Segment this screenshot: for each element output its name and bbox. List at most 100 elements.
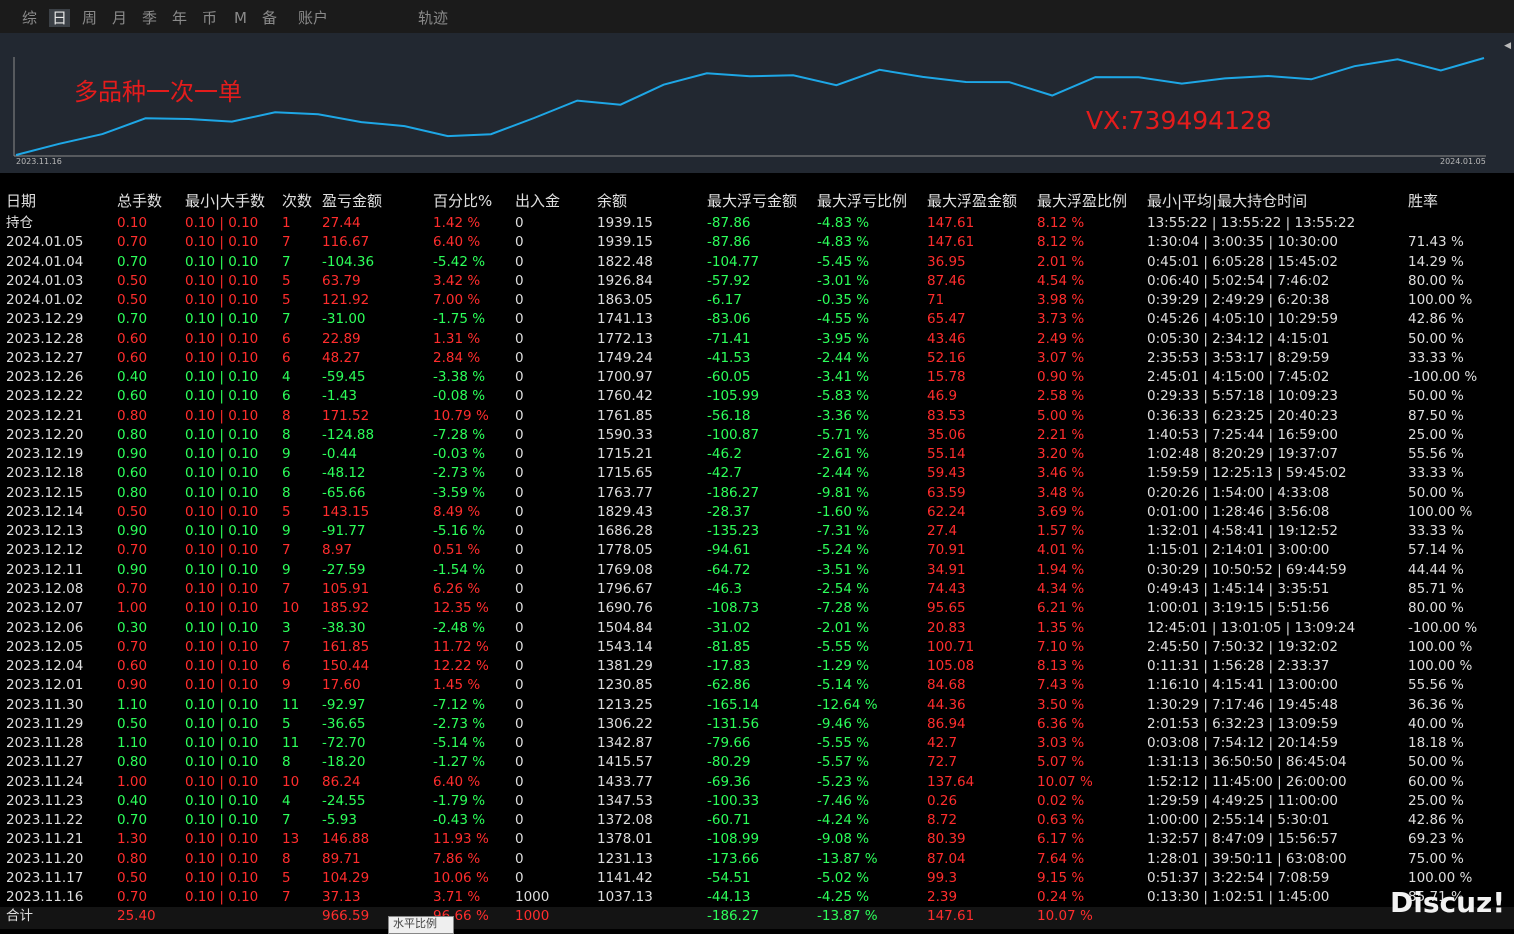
cell-balance: 1372.08 bbox=[597, 812, 653, 829]
cell-win-rate: 25.00 % bbox=[1408, 426, 1464, 443]
cell-date: 2023.12.26 bbox=[6, 369, 84, 386]
cell-balance: 1829.43 bbox=[597, 503, 653, 520]
tab-summary[interactable]: 综 bbox=[22, 9, 38, 27]
header-date[interactable]: 日期 bbox=[6, 192, 37, 210]
cell-pnl: -24.55 bbox=[322, 792, 366, 809]
header-total-lots[interactable]: 总手数 bbox=[117, 192, 163, 210]
cell-pnl: 89.71 bbox=[322, 850, 361, 867]
header-max-float-loss-pct[interactable]: 最大浮亏比例 bbox=[817, 192, 908, 210]
cell-cash-flow: 0 bbox=[515, 831, 524, 848]
header-max-float-profit[interactable]: 最大浮盈金额 bbox=[927, 192, 1018, 210]
cell-cash-flow: 0 bbox=[515, 792, 524, 809]
tab-backup[interactable]: 备 bbox=[262, 9, 278, 27]
cell-cash-flow: 0 bbox=[515, 407, 524, 424]
total-cash-flow: 1000 bbox=[515, 908, 550, 924]
cell-win-rate: 44.44 % bbox=[1408, 561, 1464, 578]
cell-hold-time: 1:00:00 | 2:55:14 | 5:30:01 bbox=[1147, 812, 1330, 829]
cell-min-max-lots: 0.10 | 0.10 bbox=[185, 773, 259, 790]
cell-max-float-profit-pct: 7.64 % bbox=[1037, 850, 1085, 867]
cell-pnl: 185.92 bbox=[322, 600, 370, 617]
cell-percent: -2.48 % bbox=[433, 619, 486, 636]
header-count[interactable]: 次数 bbox=[282, 192, 313, 210]
cell-max-float-loss-pct: -5.83 % bbox=[817, 388, 870, 405]
cell-total-lots: 1.00 bbox=[117, 600, 148, 617]
cell-win-rate: 25.00 % bbox=[1408, 792, 1464, 809]
header-max-float-loss[interactable]: 最大浮亏金额 bbox=[707, 192, 798, 210]
cell-max-float-loss-pct: -4.55 % bbox=[817, 311, 870, 328]
tab-year[interactable]: 年 bbox=[172, 9, 188, 27]
cell-min-max-lots: 0.10 | 0.10 bbox=[185, 388, 259, 405]
cell-max-float-profit-pct: 6.17 % bbox=[1037, 831, 1085, 848]
cell-max-float-profit-pct: 9.15 % bbox=[1037, 869, 1085, 886]
cell-balance: 1347.53 bbox=[597, 792, 653, 809]
cell-date: 2023.12.06 bbox=[6, 619, 84, 636]
cell-date: 2023.11.21 bbox=[6, 831, 84, 848]
cell-max-float-profit-pct: 2.01 % bbox=[1037, 253, 1085, 270]
header-balance[interactable]: 余额 bbox=[597, 192, 628, 210]
cell-percent: 12.35 % bbox=[433, 600, 489, 617]
cell-date: 2023.11.23 bbox=[6, 792, 84, 809]
tab-week[interactable]: 周 bbox=[82, 9, 98, 27]
cell-count: 6 bbox=[282, 388, 291, 405]
cell-max-float-loss: -87.86 bbox=[707, 234, 751, 251]
header-percent[interactable]: 百分比% bbox=[433, 192, 493, 210]
strategy-title-watermark: 多品种一次一单 bbox=[74, 78, 242, 106]
tab-quarter[interactable]: 季 bbox=[142, 9, 158, 27]
cell-count: 11 bbox=[282, 696, 300, 713]
cell-min-max-lots: 0.10 | 0.10 bbox=[185, 889, 259, 906]
cell-balance: 1939.15 bbox=[597, 234, 653, 251]
cell-cash-flow: 0 bbox=[515, 561, 524, 578]
cell-max-float-loss-pct: -9.08 % bbox=[817, 831, 870, 848]
cell-percent: -0.43 % bbox=[433, 812, 486, 829]
cell-count: 8 bbox=[282, 484, 291, 501]
cell-date: 2023.12.12 bbox=[6, 542, 84, 559]
cell-balance: 1741.13 bbox=[597, 311, 653, 328]
cell-max-float-loss: -60.71 bbox=[707, 812, 751, 829]
contact-watermark: VX:739494128 bbox=[1086, 106, 1272, 135]
cell-max-float-loss-pct: -5.24 % bbox=[817, 542, 870, 559]
tab-currency[interactable]: 币 bbox=[202, 9, 218, 27]
cell-pnl: -48.12 bbox=[322, 465, 366, 482]
header-cash-flow[interactable]: 出入金 bbox=[515, 192, 561, 210]
cell-cash-flow: 0 bbox=[515, 465, 524, 482]
cell-max-float-profit: 65.47 bbox=[927, 311, 966, 328]
tab-account[interactable]: 账户 bbox=[298, 9, 329, 27]
header-min-max-lots[interactable]: 最小|大手数 bbox=[185, 192, 266, 210]
cell-balance: 1700.97 bbox=[597, 369, 653, 386]
cell-balance: 1213.25 bbox=[597, 696, 653, 713]
cell-percent: 8.49 % bbox=[433, 503, 481, 520]
total-lots: 25.40 bbox=[117, 908, 156, 924]
cell-count: 5 bbox=[282, 869, 291, 886]
tab-day[interactable]: 日 bbox=[49, 9, 71, 27]
cell-max-float-loss: -100.87 bbox=[707, 426, 760, 443]
cell-cash-flow: 0 bbox=[515, 253, 524, 270]
cell-max-float-loss: -100.33 bbox=[707, 792, 760, 809]
cell-max-float-loss-pct: -0.35 % bbox=[817, 292, 870, 308]
chart-start-date: 2023.11.16 bbox=[16, 157, 62, 166]
header-max-float-profit-pct[interactable]: 最大浮盈比例 bbox=[1037, 192, 1128, 210]
header-win-rate[interactable]: 胜率 bbox=[1408, 192, 1439, 210]
cell-percent: -5.42 % bbox=[433, 253, 486, 270]
cell-max-float-profit: 95.65 bbox=[927, 600, 966, 617]
horizontal-scale-tooltip: 水平比例 bbox=[388, 916, 454, 934]
cell-balance: 1715.21 bbox=[597, 446, 653, 463]
cell-win-rate: 100.00 % bbox=[1408, 503, 1473, 520]
cell-date: 2023.12.14 bbox=[6, 503, 84, 520]
cell-max-float-profit: 83.53 bbox=[927, 407, 966, 424]
cell-count: 8 bbox=[282, 407, 291, 424]
cell-balance: 1769.08 bbox=[597, 561, 653, 578]
header-pnl[interactable]: 盈亏金额 bbox=[322, 192, 383, 210]
cell-max-float-profit-pct: 8.13 % bbox=[1037, 658, 1085, 674]
cell-pnl: 17.60 bbox=[322, 677, 361, 694]
cell-max-float-loss-pct: -2.44 % bbox=[817, 465, 870, 482]
tab-month[interactable]: 月 bbox=[112, 9, 128, 27]
tab-track[interactable]: 轨迹 bbox=[418, 9, 449, 27]
cell-win-rate: 80.00 % bbox=[1408, 600, 1464, 617]
cell-hold-time: 1:31:13 | 36:50:50 | 86:45:04 bbox=[1147, 754, 1347, 771]
chart-scroll-left-icon[interactable]: ◀ bbox=[1504, 41, 1511, 51]
tab-m[interactable]: M bbox=[234, 9, 247, 27]
header-hold-time[interactable]: 最小|平均|最大持仓时间 bbox=[1147, 192, 1308, 210]
cell-date: 2023.12.15 bbox=[6, 484, 84, 501]
cell-date: 2023.11.30 bbox=[6, 696, 84, 713]
cell-min-max-lots: 0.10 | 0.10 bbox=[185, 426, 259, 443]
